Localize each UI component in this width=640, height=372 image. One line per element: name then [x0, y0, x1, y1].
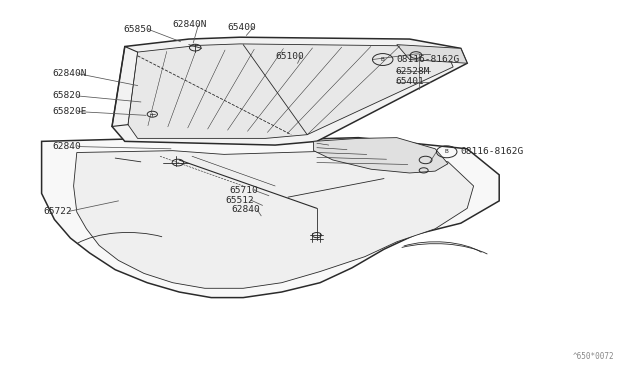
Polygon shape: [397, 45, 467, 63]
Polygon shape: [128, 44, 453, 138]
Text: 65820E: 65820E: [52, 107, 87, 116]
Text: B: B: [445, 149, 449, 154]
Polygon shape: [314, 138, 448, 173]
Text: 65401: 65401: [396, 77, 424, 86]
Text: 62840: 62840: [232, 205, 260, 214]
Text: 65722: 65722: [44, 207, 72, 216]
Text: 62528M: 62528M: [396, 67, 430, 76]
Text: 08116-8162G: 08116-8162G: [397, 55, 460, 64]
Text: 65850: 65850: [123, 25, 152, 34]
Text: 65820: 65820: [52, 92, 81, 100]
Text: 65512: 65512: [225, 196, 254, 205]
Text: 08116-8162G: 08116-8162G: [461, 147, 524, 156]
Text: 65710: 65710: [229, 186, 258, 195]
Text: 65400: 65400: [228, 23, 257, 32]
Text: 62840N: 62840N: [173, 20, 207, 29]
Text: 62840: 62840: [52, 142, 81, 151]
Text: 62840N: 62840N: [52, 69, 87, 78]
Text: 65100: 65100: [275, 52, 304, 61]
Polygon shape: [112, 37, 467, 145]
Text: ^650*0072: ^650*0072: [573, 352, 614, 361]
Text: B: B: [381, 57, 385, 62]
Polygon shape: [42, 138, 499, 298]
Polygon shape: [74, 151, 474, 288]
